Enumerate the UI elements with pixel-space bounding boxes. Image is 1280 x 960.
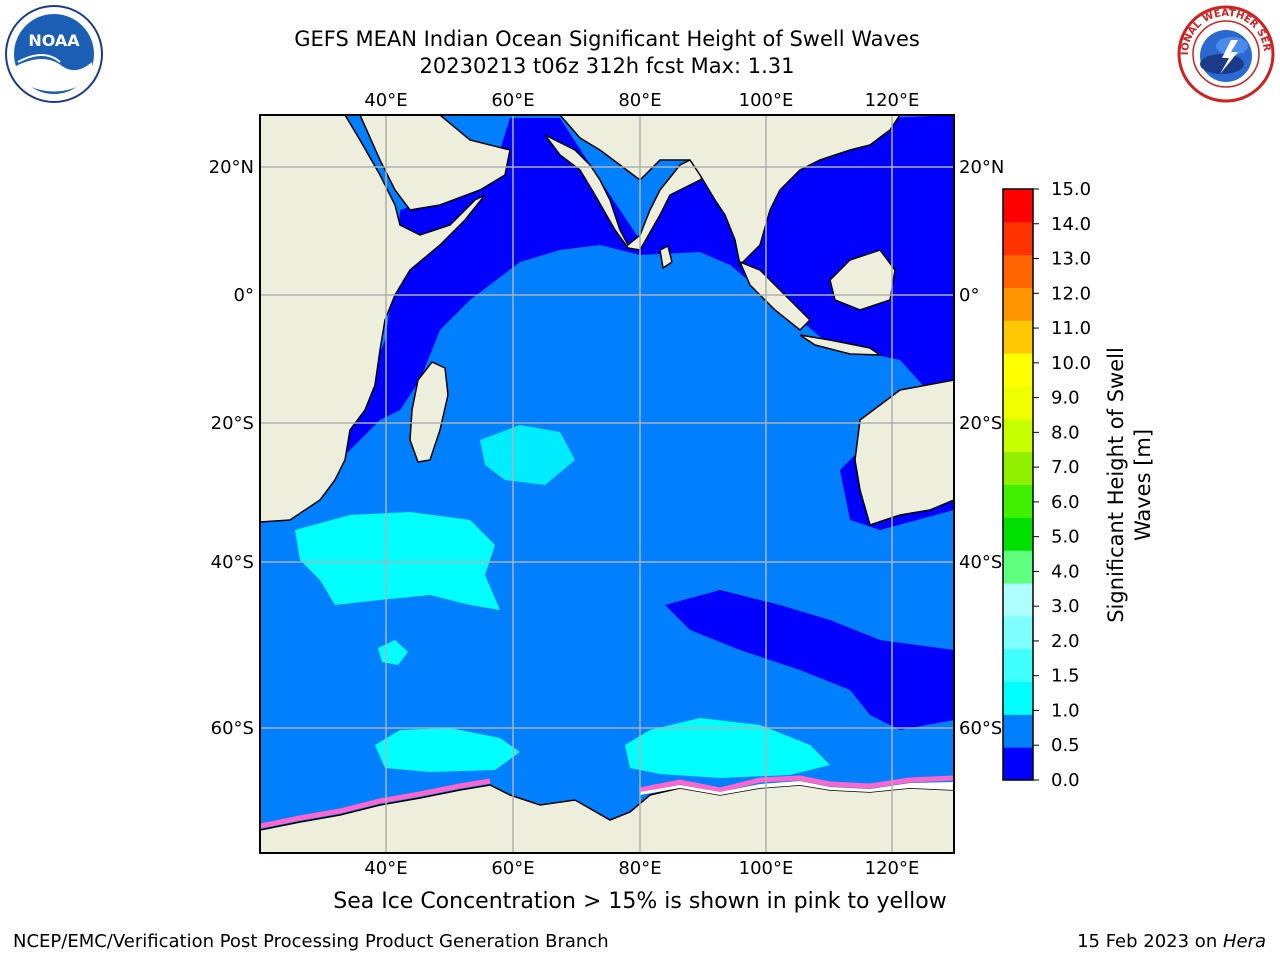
- plot-subtitle: 20230213 t06z 312h fcst Max: 1.31: [419, 54, 795, 78]
- lat-label-right: 40°S: [959, 552, 1002, 573]
- colorbar-segment: [1003, 287, 1033, 321]
- colorbar-tick-label: 10.0: [1051, 353, 1091, 374]
- colorbar-tick-label: 12.0: [1051, 283, 1091, 304]
- colorbar-tick-label: 8.0: [1051, 422, 1080, 443]
- lon-label-top: 80°E: [618, 90, 661, 111]
- lon-label-bottom: 80°E: [618, 858, 661, 879]
- colorbar-tick-label: 1.5: [1051, 666, 1080, 687]
- colorbar-segment: [1003, 615, 1033, 650]
- sea-ice-edge-east: [639, 775, 954, 793]
- colorbar-segment: [1003, 418, 1033, 453]
- swell-low-north: [260, 115, 954, 530]
- lat-label-left: 20°N: [209, 157, 254, 178]
- colorbar: [1003, 189, 1033, 781]
- colorbar-tick-label: 14.0: [1051, 214, 1091, 235]
- map-frame: [259, 114, 955, 854]
- colorbar-segment: [1003, 484, 1033, 518]
- land-srilanka: [659, 244, 673, 270]
- lat-label-right: 20°N: [959, 157, 1004, 178]
- colorbar-title-line1: Significant Height of Swell: [1104, 347, 1128, 623]
- colorbar-segment: [1003, 451, 1033, 485]
- colorbar-tick-label: 0.5: [1051, 735, 1080, 756]
- colorbar-segment: [1003, 550, 1033, 584]
- lon-label-top: 120°E: [865, 90, 920, 111]
- sea-ice-edge: [260, 778, 491, 829]
- colorbar-tick-label: 0.0: [1051, 770, 1080, 791]
- colorbar-title-line2: Waves [m]: [1131, 429, 1155, 541]
- colorbar-tick-label: 1.0: [1051, 700, 1080, 721]
- noaa-logo: NOAA: [5, 5, 103, 103]
- colorbar-segment: [1003, 386, 1033, 420]
- colorbar-tick-label: 13.0: [1051, 249, 1091, 270]
- colorbar-segment: [1003, 583, 1033, 617]
- colorbar-segment: [1003, 648, 1033, 682]
- colorbar-tick-label: 11.0: [1051, 318, 1091, 339]
- land-java: [799, 334, 883, 356]
- swell-low-south: [665, 590, 954, 730]
- lat-label-left: 20°S: [211, 413, 254, 434]
- colorbar-segment: [1003, 714, 1033, 748]
- colorbar-tick-label: 7.0: [1051, 457, 1080, 478]
- lon-label-bottom: 60°E: [491, 858, 534, 879]
- swell-high-s1: [375, 728, 520, 772]
- lat-label-right: 0°: [959, 285, 979, 306]
- land-madagascar: [409, 361, 449, 463]
- colorbar-segment: [1003, 320, 1033, 354]
- colorbar-segment: [1003, 189, 1033, 223]
- sea-ice-caption: Sea Ice Concentration > 15% is shown in …: [333, 889, 947, 914]
- graticule: [260, 115, 954, 853]
- lat-label-left: 60°S: [211, 718, 254, 739]
- lon-label-bottom: 120°E: [865, 858, 920, 879]
- land-asia-north: [559, 115, 901, 267]
- plot-title: GEFS MEAN Indian Ocean Significant Heigh…: [294, 27, 920, 51]
- footer-date: 15 Feb 2023 on Hera: [1077, 931, 1266, 952]
- lon-label-bottom: 100°E: [739, 858, 794, 879]
- lat-label-left: 40°S: [211, 552, 254, 573]
- lat-label-right: 60°S: [959, 718, 1002, 739]
- land: [260, 115, 954, 853]
- colorbar-ticks: 0.0 0.5 1.0 1.5 2.0 3.0 4.0 5.0 6.0 7.0 8.0 9.0 10.0…: [1033, 179, 1091, 791]
- land-africa: [260, 115, 486, 523]
- colorbar-segment: [1003, 681, 1033, 715]
- map-area: [260, 115, 954, 853]
- footer-machine: Hera: [1222, 931, 1266, 952]
- swell-high-sw: [295, 512, 500, 610]
- colorbar-segment: [1003, 254, 1033, 288]
- colorbar-segment: [1003, 747, 1033, 781]
- colorbar-tick-label: 6.0: [1051, 492, 1080, 513]
- colorbar-frame: [1002, 188, 1034, 781]
- colorbar-tick-label: 15.0: [1051, 179, 1091, 200]
- colorbar-segment: [1003, 517, 1033, 551]
- colorbar-segment: [1003, 353, 1033, 387]
- land-sumatra: [738, 260, 812, 332]
- footer-date-text: 15 Feb 2023 on: [1077, 931, 1223, 952]
- lon-label-bottom: 40°E: [364, 858, 407, 879]
- sea-ice-white-east: [640, 781, 954, 795]
- colorbar-tick-label: 5.0: [1051, 527, 1080, 548]
- colorbar-segment: [1003, 221, 1033, 256]
- swell-high-s2: [625, 718, 830, 778]
- lon-label-top: 100°E: [739, 90, 794, 111]
- lon-label-top: 40°E: [364, 90, 407, 111]
- footer-credit: NCEP/EMC/Verification Post Processing Pr…: [13, 931, 609, 952]
- lat-label-right: 20°S: [959, 413, 1002, 434]
- colorbar-tick-label: 4.0: [1051, 561, 1080, 582]
- land-australia: [854, 379, 954, 526]
- nws-logo: NATIONAL WEATHER SERVICE: [1176, 4, 1275, 103]
- colorbar-tick-label: 2.0: [1051, 631, 1080, 652]
- swell-high-mid: [480, 425, 575, 485]
- lat-label-left: 0°: [234, 285, 254, 306]
- noaa-logo-text: NOAA: [28, 31, 80, 50]
- lon-label-top: 60°E: [491, 90, 534, 111]
- colorbar-tick-label: 3.0: [1051, 596, 1080, 617]
- land-arabia: [359, 115, 511, 211]
- colorbar-tick-label: 9.0: [1051, 388, 1080, 409]
